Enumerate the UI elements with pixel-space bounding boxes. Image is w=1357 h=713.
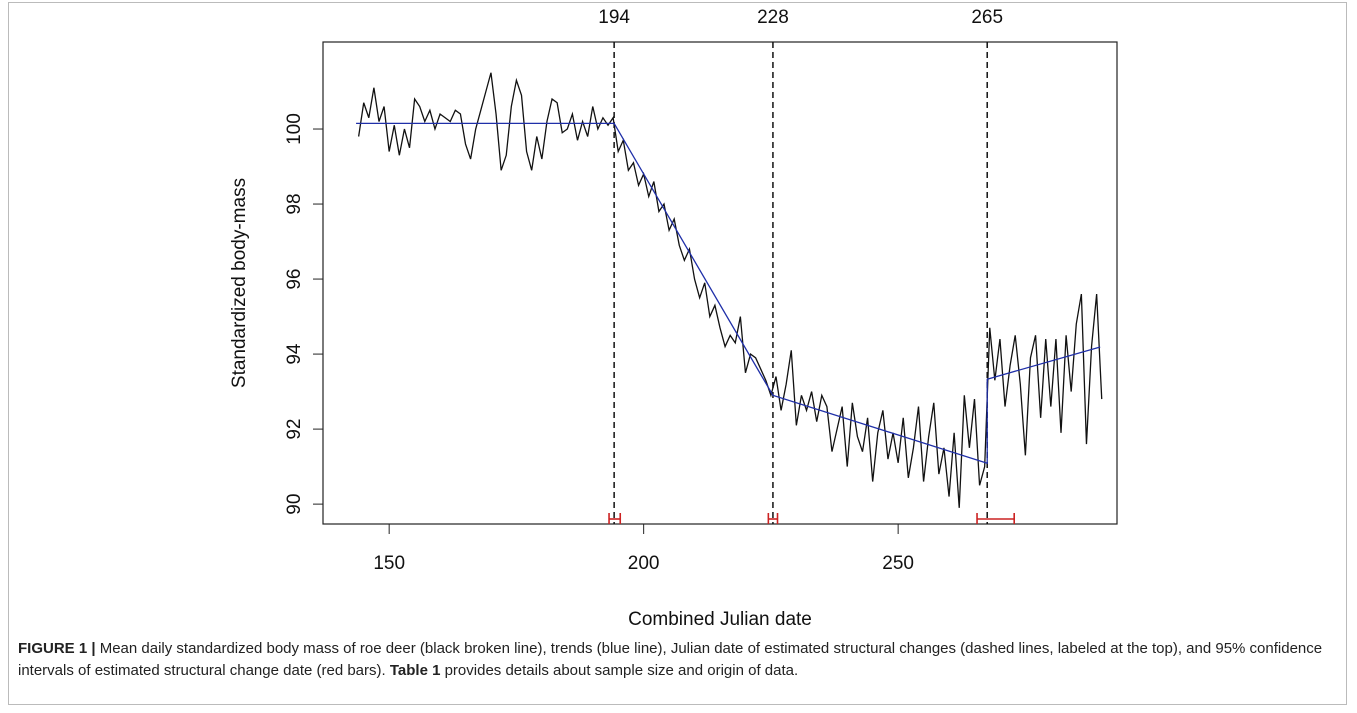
caption-rest: provides details about sample size and o…	[440, 662, 799, 679]
x-tick-label: 250	[882, 553, 914, 574]
y-tick-label: 96	[284, 268, 305, 289]
breakpoint-label: 265	[971, 7, 1003, 28]
plot-frame	[322, 41, 1118, 525]
y-tick-label: 100	[284, 113, 305, 145]
y-tick-label: 98	[284, 193, 305, 214]
y-tick-label: 92	[284, 419, 305, 440]
y-tick-label: 90	[284, 494, 305, 515]
caption-label: FIGURE 1 |	[18, 640, 96, 657]
breakpoint-label: 228	[757, 7, 789, 28]
x-axis-label: Combined Julian date	[628, 609, 812, 630]
y-axis-label: Standardized body-mass	[229, 178, 250, 388]
x-tick-label: 200	[628, 553, 660, 574]
x-tick-label: 150	[373, 553, 405, 574]
figure-frame	[8, 2, 1347, 705]
series-line	[356, 122, 1101, 465]
caption-ref: Table 1	[389, 662, 441, 679]
y-tick-label: 94	[284, 343, 305, 365]
series-line	[357, 72, 1103, 508]
chart: Combined Julian date Standardized body-m…	[229, 7, 1118, 630]
breakpoint-label: 194	[598, 7, 630, 28]
caption-text: Mean daily standardized body mass of roe…	[18, 640, 1323, 679]
caption: FIGURE 1 | Mean daily standardized body …	[18, 638, 1338, 682]
